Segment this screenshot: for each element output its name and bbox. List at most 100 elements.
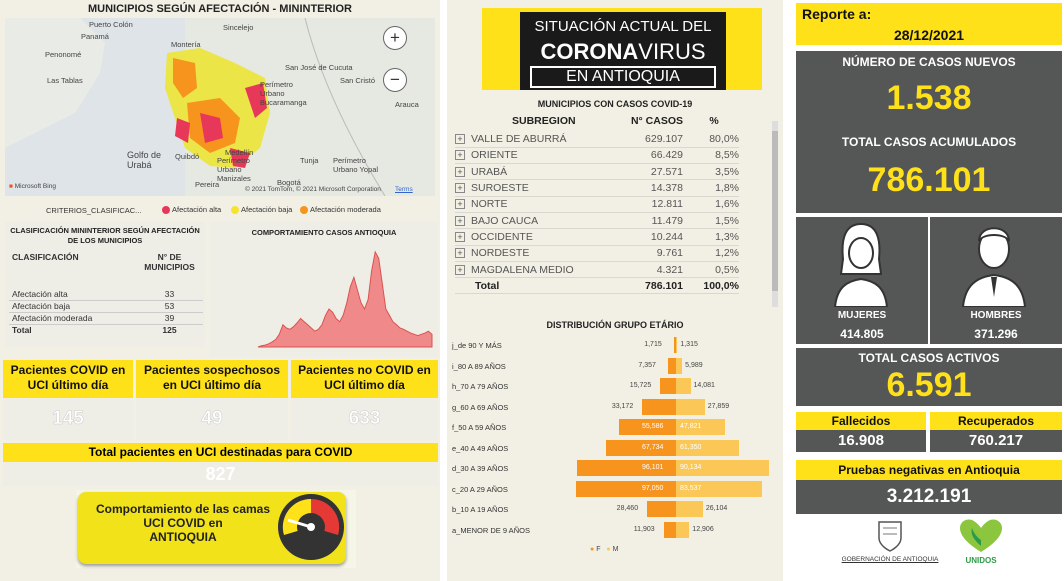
expand-icon[interactable]: + bbox=[455, 150, 465, 161]
age-bar-m[interactable] bbox=[676, 419, 726, 435]
table-row[interactable]: + URABÁ 27.571 3,5% bbox=[455, 163, 739, 181]
age-bar-f[interactable] bbox=[646, 501, 676, 517]
table-row[interactable]: + MAGDALENA MEDIO 4.321 0,5% bbox=[455, 261, 739, 279]
table-row[interactable]: + VALLE DE ABURRÁ 629.107 80,0% bbox=[455, 131, 739, 148]
col-header: SUBREGION bbox=[512, 115, 576, 127]
negative-tests-label: Pruebas negativas en Antioquia bbox=[838, 463, 1020, 477]
legend-item[interactable]: Afectación alta bbox=[162, 205, 222, 215]
classification-table-card: CLASIFICACIÓN MININTERIOR SEGÚN AFECTACI… bbox=[5, 222, 205, 347]
age-value-f: 1,715 bbox=[644, 341, 662, 348]
row-cases: 12.811 bbox=[625, 196, 689, 213]
age-bar-f[interactable] bbox=[659, 378, 676, 394]
row-label: Afectación alta bbox=[9, 288, 133, 301]
expand-icon[interactable]: + bbox=[455, 215, 465, 226]
women-value: 414.805 bbox=[840, 327, 884, 341]
age-category-label: f_50 A 59 AÑOS bbox=[452, 423, 507, 432]
uci-beds-text: Comportamiento de las camas UCI COVID en… bbox=[88, 502, 278, 544]
woman-icon bbox=[833, 222, 889, 307]
age-bar-f[interactable] bbox=[674, 337, 676, 353]
age-bar-m[interactable] bbox=[676, 398, 705, 415]
map-place: Medellín bbox=[225, 148, 254, 157]
age-bar-m[interactable] bbox=[676, 439, 740, 456]
legend-item-label: Afectación alta bbox=[172, 205, 222, 214]
cases-box: NÚMERO DE CASOS NUEVOS 1.538 TOTAL CASOS… bbox=[796, 51, 1062, 213]
expand-icon[interactable]: + bbox=[455, 133, 465, 144]
uci-suspected-header: Pacientes sospechosos en UCI último día bbox=[136, 360, 288, 398]
expand-icon[interactable]: + bbox=[455, 183, 465, 194]
age-bar-m[interactable] bbox=[676, 480, 763, 497]
uci-beds-label: Comportamiento de las camas UCI COVID en bbox=[95, 502, 271, 530]
age-bar-f[interactable] bbox=[606, 439, 676, 456]
table-row[interactable]: + SUROESTE 14.378 1,8% bbox=[455, 179, 739, 197]
table-row[interactable]: + ORIENTE 66.429 8,5% bbox=[455, 147, 739, 165]
zoom-in-button[interactable]: + bbox=[383, 26, 407, 50]
trend-chart[interactable] bbox=[210, 242, 438, 352]
expand-icon[interactable]: + bbox=[455, 264, 465, 275]
map-place: Arauca bbox=[395, 100, 419, 109]
row-pct: 1,8% bbox=[689, 179, 739, 197]
age-bar-m[interactable] bbox=[676, 460, 769, 476]
new-cases-label: NÚMERO DE CASOS NUEVOS bbox=[842, 55, 1016, 69]
zoom-out-button[interactable]: − bbox=[383, 68, 407, 92]
age-category-label: i_80 A 89 AÑOS bbox=[452, 361, 506, 371]
header-banner: SITUACIÓN ACTUAL DEL CORONAVIRUS EN ANTI… bbox=[482, 8, 762, 90]
scrollbar-thumb[interactable] bbox=[772, 131, 778, 291]
row-pct: 1,3% bbox=[689, 228, 739, 246]
expand-icon[interactable]: + bbox=[455, 199, 465, 210]
age-bar-m[interactable] bbox=[676, 521, 690, 538]
map-place: Sincelejo bbox=[223, 23, 254, 32]
age-bar-m[interactable] bbox=[676, 337, 678, 353]
age-bar-f[interactable] bbox=[641, 398, 676, 415]
table-row[interactable]: + BAJO CAUCA 11.479 1,5% bbox=[455, 212, 739, 230]
governor-text: GOBERNACIÓN DE ANTIOQUIA bbox=[841, 556, 939, 563]
row-name: ORIENTE bbox=[471, 149, 518, 162]
man-icon bbox=[961, 227, 1027, 307]
map-place: Golfo de Urabá bbox=[127, 150, 162, 170]
col-header: % bbox=[709, 115, 719, 127]
table-row[interactable]: + OCCIDENTE 10.244 1,3% bbox=[455, 228, 739, 246]
row-cases: 9.761 bbox=[625, 245, 689, 262]
age-bar-f[interactable] bbox=[663, 521, 676, 538]
table-scrollbar[interactable] bbox=[772, 121, 778, 307]
map[interactable]: Puerto Colón Panamá Penonomé Las Tablas … bbox=[5, 18, 435, 196]
age-bar-f[interactable] bbox=[576, 480, 676, 497]
age-chart-title: DISTRIBUCIÓN GRUPO ETÁRIO bbox=[546, 320, 684, 330]
map-legend: CRITERIOS_CLASIFICAC... Afectación alta … bbox=[0, 200, 440, 220]
age-bar-m[interactable] bbox=[676, 501, 703, 517]
row-name: BAJO CAUCA bbox=[471, 214, 539, 227]
age-bar-m[interactable] bbox=[676, 357, 683, 374]
legend-item[interactable]: Afectación baja bbox=[231, 205, 293, 215]
table-row[interactable]: + NORDESTE 9.761 1,2% bbox=[455, 245, 739, 262]
expand-icon[interactable]: + bbox=[455, 231, 465, 242]
uci-noncovid-header: Pacientes no COVID en UCI último día bbox=[291, 360, 438, 398]
age-value-m: 61,350 bbox=[680, 443, 702, 451]
table-row[interactable]: + NORTE 12.811 1,6% bbox=[455, 196, 739, 213]
row-name: MAGDALENA MEDIO bbox=[471, 263, 574, 276]
row-pct: 1,2% bbox=[689, 245, 739, 262]
windows-icon: ■ bbox=[9, 183, 13, 190]
subregion-table-card: MUNICIPIOS CON CASOS COVID-19 SUBREGION … bbox=[447, 97, 783, 307]
expand-icon[interactable]: + bbox=[455, 248, 465, 259]
terms-link[interactable]: Terms bbox=[395, 186, 413, 193]
uci-beds-link-card[interactable]: Comportamiento de las camas UCI COVID en… bbox=[76, 490, 356, 568]
uci-beds-region: ANTIOQUIA bbox=[149, 530, 217, 544]
age-value-f: 7,357 bbox=[638, 361, 656, 369]
row-cases: 629.107 bbox=[625, 131, 689, 148]
legend-item[interactable]: Afectación moderada bbox=[300, 205, 381, 215]
age-bar-f[interactable] bbox=[576, 460, 676, 476]
age-category-label: d_30 A 39 AÑOS bbox=[452, 464, 509, 473]
map-place: San Cristó bbox=[340, 76, 376, 85]
active-cases-box: TOTAL CASOS ACTIVOS 6.591 bbox=[796, 348, 1062, 406]
age-bar-m[interactable] bbox=[676, 378, 691, 394]
trend-area[interactable] bbox=[257, 250, 433, 348]
header-line2: CORONAVIRUS bbox=[520, 39, 726, 65]
row-cases: 66.429 bbox=[625, 147, 689, 165]
age-bar-f[interactable] bbox=[618, 419, 676, 435]
expand-icon[interactable]: + bbox=[455, 166, 465, 177]
age-bar-f[interactable] bbox=[668, 357, 676, 374]
legend-item-label: Afectación baja bbox=[241, 205, 293, 214]
negative-tests-header: Pruebas negativas en Antioquia bbox=[796, 460, 1062, 480]
row-cases: 27.571 bbox=[625, 163, 689, 181]
age-value-m: 27,859 bbox=[707, 402, 730, 410]
deaths-box: 16.908 bbox=[796, 430, 926, 452]
